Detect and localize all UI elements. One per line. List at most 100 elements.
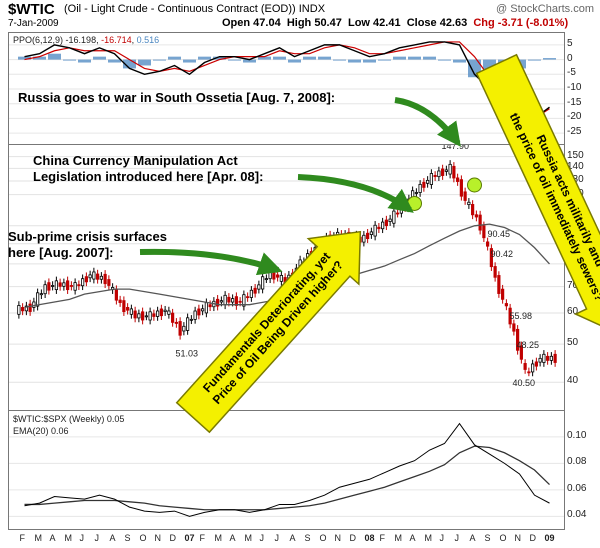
price-bar-body	[178, 321, 182, 336]
ratio-panel: $WTIC:$SPX (Weekly) 0.05 EMA(20) 0.06	[8, 410, 565, 530]
ema-legend: EMA(20) 0.06	[13, 426, 69, 436]
change-value: Chg -3.71 (-8.01%)	[473, 17, 569, 29]
price-bar-body	[58, 282, 62, 287]
price-bar-body	[204, 302, 208, 314]
price-bar-body	[51, 285, 55, 287]
ppo-tick-label: -5	[567, 67, 576, 79]
x-tick-label: A	[409, 533, 416, 543]
price-bar-body	[369, 231, 373, 235]
price-bar-body	[519, 345, 523, 360]
price-bar-body	[403, 202, 407, 208]
ppo-histogram-bar	[183, 59, 196, 63]
price-point-label: 51.03	[176, 349, 199, 359]
price-bar-body	[302, 261, 306, 264]
high-value: High 50.47	[286, 17, 342, 29]
annotation-china-1: China Currency Manipulation Act	[33, 153, 238, 168]
ppo-histogram-bar	[453, 59, 466, 63]
price-bar-body	[189, 318, 193, 321]
price-bar-body	[219, 300, 223, 303]
price-bar-body	[28, 303, 32, 312]
exchange-label: INDX	[298, 3, 326, 15]
event-marker	[407, 195, 422, 211]
price-bar-body	[531, 363, 535, 373]
x-tick-label: J	[259, 533, 265, 543]
annotation-russia-war: Russia goes to war in South Ossetia [Aug…	[18, 90, 336, 105]
ratio-legend: $WTIC:$SPX (Weekly) 0.05	[13, 414, 125, 424]
ppo-histogram-bar	[423, 56, 436, 60]
x-tick-label: D	[169, 533, 177, 543]
x-tick-label: S	[484, 533, 491, 543]
price-bar-body	[501, 288, 505, 300]
price-bar-body	[39, 293, 43, 296]
price-bar-body	[84, 276, 88, 283]
ppo-histogram-bar	[498, 59, 511, 75]
price-bar-body	[396, 212, 400, 215]
price-point-label: 40.50	[513, 378, 536, 388]
annotation-subprime-1: Sub-prime crisis surfaces	[8, 229, 167, 244]
x-tick-label: A	[469, 533, 476, 543]
price-bar-body	[186, 317, 190, 331]
price-bar-body	[414, 192, 418, 194]
ratio-tick-label: 0.10	[567, 429, 587, 441]
price-point-label: 55.98	[510, 311, 533, 321]
x-tick-label: M	[64, 533, 73, 543]
price-bar-body	[246, 296, 250, 299]
price-bar-body	[77, 284, 81, 287]
price-bar-body	[208, 304, 212, 308]
price-bar-body	[152, 313, 156, 317]
price-bar-body	[306, 253, 310, 263]
annotation-subprime-2: here [Aug. 2007]:	[8, 245, 114, 260]
ppo-histogram-bar	[318, 56, 331, 60]
open-value: Open 47.04	[222, 17, 281, 29]
price-bar-body	[261, 276, 265, 290]
ratio-tick-label: 0.04	[567, 509, 587, 521]
price-bar-body	[122, 300, 126, 313]
ppo-histogram-bar	[33, 56, 46, 60]
price-bar-body	[163, 309, 167, 312]
price-bar-body	[448, 163, 452, 175]
price-bar-body	[227, 296, 231, 303]
price-bar-body	[549, 355, 553, 361]
price-bar-body	[43, 284, 47, 295]
price-bar-body	[294, 267, 298, 274]
price-bar-body	[193, 310, 197, 320]
ppo-histogram-bar	[543, 58, 556, 60]
price-bar-body	[144, 315, 148, 318]
price-bar-body	[553, 353, 557, 363]
x-tick-label: J	[94, 533, 100, 543]
ppo-histogram-bar	[513, 59, 526, 69]
price-bar-body	[137, 313, 141, 319]
price-bar-body	[174, 321, 178, 324]
ppo-tick-label: -10	[567, 82, 582, 93]
ppo-tick-label: -20	[567, 111, 582, 123]
x-tick-label: J	[79, 533, 85, 543]
ppo-tick-label: 5	[567, 37, 573, 49]
price-bar-body	[81, 278, 85, 287]
annotation-china-2: Legislation introduced here [Apr. 08]:	[33, 169, 264, 184]
price-bar-body	[309, 251, 313, 256]
price-bar-body	[486, 241, 490, 247]
price-bar-body	[377, 226, 381, 230]
ppo-tick-label: -15	[567, 96, 582, 108]
price-bar-body	[497, 275, 501, 294]
ppo-histogram-bar	[483, 59, 496, 72]
price-bar-body	[96, 273, 100, 280]
event-marker	[467, 177, 482, 193]
price-bar-body	[156, 310, 160, 317]
x-tick-label: F	[19, 533, 26, 543]
ppo-histogram-bar	[438, 59, 451, 61]
ppo-line	[24, 41, 550, 126]
price-bar-body	[542, 353, 546, 363]
x-tick-label: S	[124, 533, 131, 543]
price-bar-body	[231, 298, 235, 303]
price-bar-body	[538, 357, 542, 363]
x-tick-label: 08	[364, 533, 375, 543]
price-bar-body	[534, 361, 538, 367]
price-bar-body	[148, 311, 152, 321]
price-bar-body	[373, 224, 377, 237]
price-tick-label: 70	[567, 279, 579, 291]
price-bar-body	[238, 300, 242, 303]
price-bar-body	[92, 271, 96, 280]
price-bar-body	[129, 308, 133, 315]
x-tick-label: O	[499, 533, 507, 543]
